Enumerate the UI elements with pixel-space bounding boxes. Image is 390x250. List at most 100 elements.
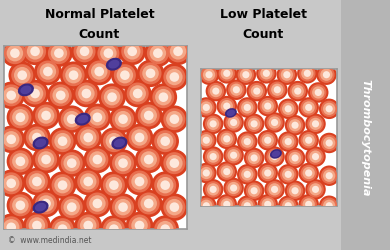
Circle shape xyxy=(41,155,51,164)
Circle shape xyxy=(249,83,265,99)
Circle shape xyxy=(277,64,297,85)
Circle shape xyxy=(321,101,337,117)
Circle shape xyxy=(138,192,160,214)
Circle shape xyxy=(221,133,233,145)
Circle shape xyxy=(0,84,22,106)
Circle shape xyxy=(285,180,305,201)
Circle shape xyxy=(3,131,20,148)
Circle shape xyxy=(289,83,306,99)
Circle shape xyxy=(73,80,100,107)
Circle shape xyxy=(260,98,276,114)
Circle shape xyxy=(300,196,317,212)
Circle shape xyxy=(218,164,235,180)
Circle shape xyxy=(135,146,163,173)
Circle shape xyxy=(289,184,301,197)
Circle shape xyxy=(58,224,67,234)
Circle shape xyxy=(268,116,281,129)
Circle shape xyxy=(307,181,324,198)
Circle shape xyxy=(230,184,237,192)
Circle shape xyxy=(305,179,326,200)
Circle shape xyxy=(11,64,33,86)
Circle shape xyxy=(10,48,20,58)
Circle shape xyxy=(228,82,245,98)
Circle shape xyxy=(166,111,183,128)
Circle shape xyxy=(239,134,255,150)
Circle shape xyxy=(256,63,277,84)
Circle shape xyxy=(117,67,133,84)
Circle shape xyxy=(54,221,71,238)
Circle shape xyxy=(155,89,172,106)
Circle shape xyxy=(32,190,60,217)
Circle shape xyxy=(196,163,216,183)
Ellipse shape xyxy=(32,201,49,213)
Circle shape xyxy=(100,128,128,155)
Circle shape xyxy=(129,170,151,192)
Circle shape xyxy=(86,106,108,128)
Circle shape xyxy=(163,108,185,130)
Circle shape xyxy=(315,89,322,96)
Circle shape xyxy=(94,67,104,76)
Circle shape xyxy=(74,212,102,239)
Circle shape xyxy=(157,133,174,150)
Circle shape xyxy=(263,70,270,77)
Circle shape xyxy=(157,221,174,238)
Circle shape xyxy=(23,212,51,239)
Circle shape xyxy=(76,43,93,60)
Circle shape xyxy=(111,62,138,89)
Circle shape xyxy=(221,67,233,80)
Circle shape xyxy=(101,86,123,108)
Circle shape xyxy=(221,198,233,210)
Circle shape xyxy=(223,145,244,166)
Circle shape xyxy=(163,66,185,88)
Ellipse shape xyxy=(227,110,235,116)
Circle shape xyxy=(118,202,128,212)
Circle shape xyxy=(115,155,131,172)
Circle shape xyxy=(326,172,333,179)
Circle shape xyxy=(92,199,102,208)
Circle shape xyxy=(241,200,254,212)
Circle shape xyxy=(260,165,276,181)
Circle shape xyxy=(106,221,122,238)
Circle shape xyxy=(291,154,299,162)
Circle shape xyxy=(89,151,106,168)
Circle shape xyxy=(135,102,163,129)
Circle shape xyxy=(326,202,333,209)
Circle shape xyxy=(61,108,83,130)
Circle shape xyxy=(237,97,257,118)
Circle shape xyxy=(91,63,108,80)
Ellipse shape xyxy=(77,115,88,124)
Circle shape xyxy=(285,105,292,112)
Circle shape xyxy=(321,168,337,184)
Circle shape xyxy=(131,217,148,234)
Circle shape xyxy=(43,67,53,76)
Circle shape xyxy=(49,172,76,199)
Circle shape xyxy=(280,101,296,117)
Circle shape xyxy=(124,43,140,60)
Circle shape xyxy=(298,163,319,183)
Circle shape xyxy=(106,177,122,194)
Circle shape xyxy=(7,104,34,131)
Circle shape xyxy=(246,81,267,101)
Circle shape xyxy=(124,80,151,107)
Circle shape xyxy=(216,162,237,182)
Circle shape xyxy=(278,131,298,152)
Circle shape xyxy=(282,136,294,148)
Circle shape xyxy=(321,135,337,151)
Circle shape xyxy=(109,136,119,146)
Circle shape xyxy=(230,152,237,159)
Ellipse shape xyxy=(225,108,237,118)
Circle shape xyxy=(131,129,148,146)
Circle shape xyxy=(159,92,168,102)
Circle shape xyxy=(86,148,108,171)
Circle shape xyxy=(80,46,89,56)
Circle shape xyxy=(280,134,296,150)
Circle shape xyxy=(0,128,22,150)
Circle shape xyxy=(282,103,294,115)
Circle shape xyxy=(223,168,230,175)
Ellipse shape xyxy=(35,139,46,147)
Circle shape xyxy=(196,97,216,118)
Circle shape xyxy=(0,126,25,153)
Circle shape xyxy=(133,89,142,98)
Circle shape xyxy=(244,104,251,111)
Circle shape xyxy=(271,119,278,126)
